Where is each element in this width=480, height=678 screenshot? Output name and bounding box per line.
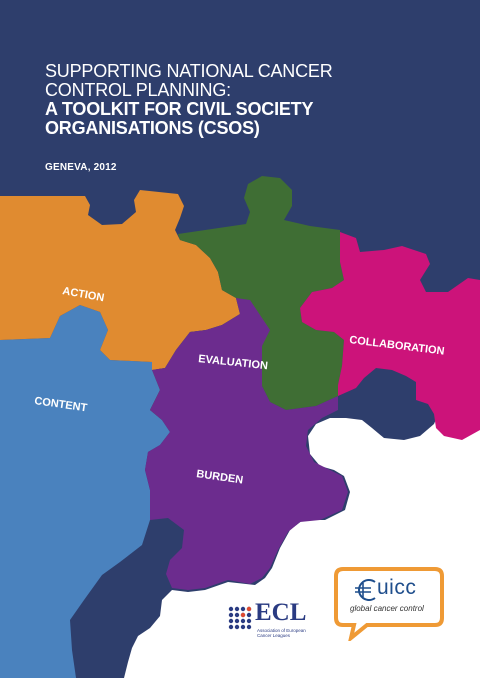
title-line-3: A TOOLKIT FOR CIVIL SOCIETY: [45, 99, 314, 119]
title-line-4: ORGANISATIONS (CSOS): [45, 118, 260, 138]
uicc-logo: uicc global cancer control: [333, 566, 445, 641]
ecl-subtitle-1: Association of European: [257, 628, 306, 633]
puzzle-piece-content: [0, 305, 170, 678]
puzzle-piece-action: [0, 190, 240, 370]
place-date: GENEVA, 2012: [45, 162, 117, 173]
title-line-1: SUPPORTING NATIONAL CANCER: [45, 61, 333, 81]
cover-title: SUPPORTING NATIONAL CANCER CONTROL PLANN…: [45, 62, 445, 138]
puzzle-piece-collaboration: [300, 232, 480, 440]
ecl-dot-grid-icon: [228, 606, 252, 630]
ecl-logo: ECL Association of European Cancer Leagu…: [228, 599, 318, 640]
ecl-wordmark: ECL: [255, 599, 307, 626]
uicc-tagline: global cancer control: [350, 604, 424, 613]
puzzle-piece-burden: [145, 298, 348, 590]
uicc-wordmark: uicc: [377, 576, 417, 599]
ecl-subtitle-2: Cancer Leagues: [257, 633, 291, 638]
title-line-2: CONTROL PLANNING:: [45, 80, 231, 100]
uicc-emblem-icon: [355, 579, 376, 601]
